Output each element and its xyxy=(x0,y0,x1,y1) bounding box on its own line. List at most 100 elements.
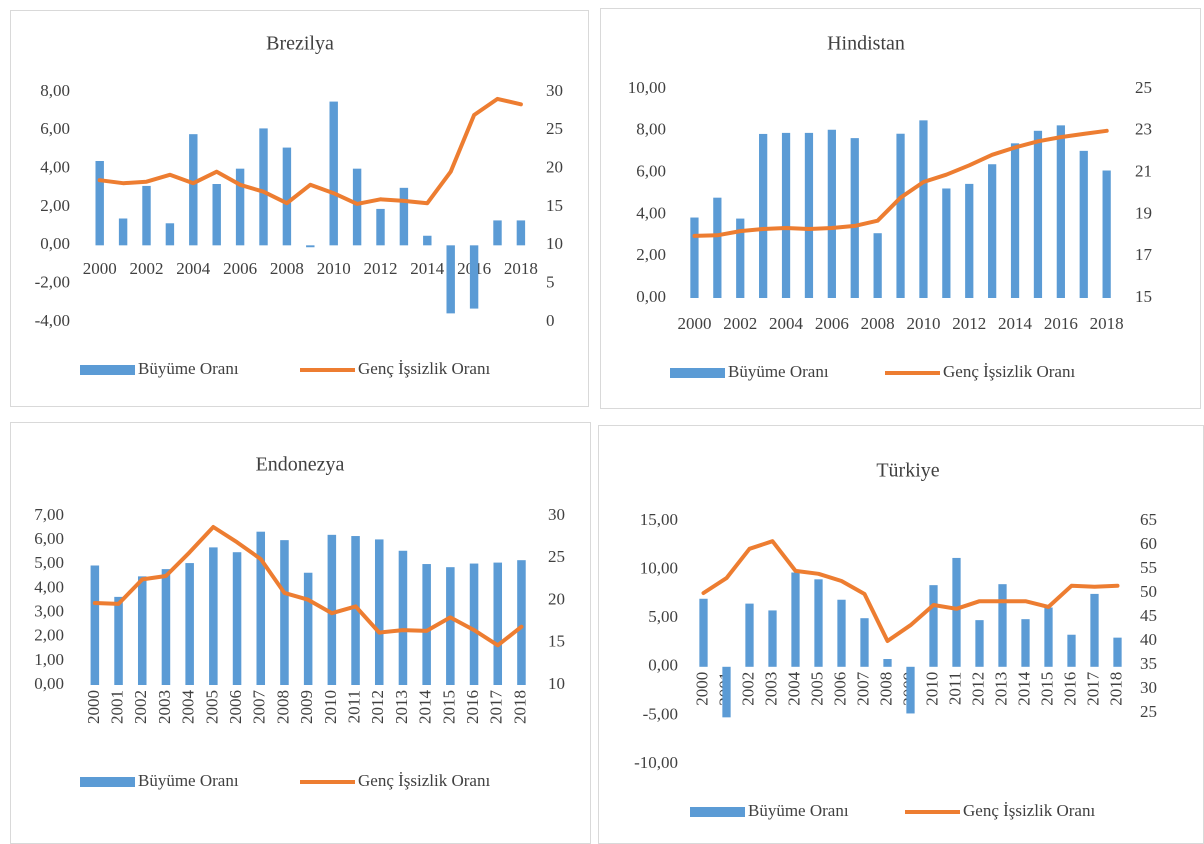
bar xyxy=(118,218,128,246)
y-tick-label: -2,00 xyxy=(35,273,70,292)
y2-tick-label: 55 xyxy=(1140,558,1157,577)
x-tick-label: 2006 xyxy=(226,690,245,724)
y-tick-label: -4,00 xyxy=(35,311,70,330)
x-tick-label: 2004 xyxy=(784,671,803,706)
y2-tick-label: 19 xyxy=(1135,203,1152,222)
bar xyxy=(1033,130,1043,298)
bar xyxy=(713,197,722,298)
x-tick-label: 2014 xyxy=(998,314,1033,333)
line xyxy=(692,128,1109,238)
legend-label: Genç İşsizlik Oranı xyxy=(963,801,1095,820)
bar xyxy=(137,576,147,685)
bar xyxy=(469,563,479,685)
y-tick-label: 10,00 xyxy=(628,78,666,97)
bar xyxy=(327,534,337,685)
bar xyxy=(745,603,754,667)
y2-tick-label: 10 xyxy=(546,234,563,253)
bar xyxy=(212,184,221,246)
legend-swatch xyxy=(80,777,135,787)
y-tick-label: 0,00 xyxy=(34,674,64,693)
y-tick-label: 10,00 xyxy=(640,559,678,578)
bar xyxy=(90,565,100,685)
bar xyxy=(1090,593,1099,667)
x-tick-label: 2012 xyxy=(968,672,987,706)
x-tick-label: 2006 xyxy=(223,259,257,278)
bar xyxy=(422,564,431,685)
x-tick-label: 2017 xyxy=(487,690,506,725)
y-tick-label: 2,00 xyxy=(40,196,70,215)
bar xyxy=(998,584,1007,667)
chart-frame xyxy=(10,10,589,407)
bar xyxy=(873,233,882,298)
y2-tick-label: 40 xyxy=(1140,630,1157,649)
y-tick-label: 5,00 xyxy=(648,607,678,626)
bar xyxy=(988,164,997,298)
x-tick-label: 2014 xyxy=(416,690,435,725)
chart-title: Türkiye xyxy=(876,460,939,482)
x-tick-label: 2018 xyxy=(510,690,529,724)
x-tick-label: 2005 xyxy=(807,672,826,706)
bar xyxy=(919,120,928,298)
bar xyxy=(209,547,218,685)
y-tick-label: 4,00 xyxy=(34,577,64,596)
bar xyxy=(1067,634,1076,667)
bar xyxy=(791,572,800,667)
bar xyxy=(517,560,526,685)
bar xyxy=(722,666,731,718)
y-tick-label: 8,00 xyxy=(636,120,666,139)
y-tick-label: 7,00 xyxy=(34,505,64,524)
y2-tick-label: 10 xyxy=(548,674,565,693)
x-tick-label: 2018 xyxy=(1090,314,1124,333)
x-tick-label: 2018 xyxy=(504,259,538,278)
y2-tick-label: 50 xyxy=(1140,582,1157,601)
y-tick-label: 0,00 xyxy=(636,287,666,306)
bar xyxy=(374,539,384,685)
bar xyxy=(423,235,432,246)
bar xyxy=(376,208,385,246)
y-tick-label: 4,00 xyxy=(636,203,666,222)
y-tick-label: 0,00 xyxy=(648,656,678,675)
bar xyxy=(804,132,814,298)
bar xyxy=(952,557,961,667)
bar xyxy=(1044,607,1053,667)
y-tick-label: 6,00 xyxy=(34,529,64,548)
legend-swatch xyxy=(670,368,725,378)
bar xyxy=(942,188,951,298)
bar xyxy=(256,531,266,685)
y2-tick-label: 15 xyxy=(548,632,565,651)
chart-frame xyxy=(598,425,1204,844)
y2-tick-label: 35 xyxy=(1140,654,1157,673)
y2-tick-label: 17 xyxy=(1135,245,1153,264)
line xyxy=(92,525,524,648)
bar xyxy=(446,245,455,314)
chart-title: Hindistan xyxy=(827,33,905,55)
bar xyxy=(759,133,768,298)
bar xyxy=(699,598,708,667)
x-tick-label: 2003 xyxy=(155,690,174,724)
bar xyxy=(280,540,289,685)
y-tick-label: 0,00 xyxy=(40,234,70,253)
legend-label: Genç İşsizlik Oranı xyxy=(358,359,490,378)
bar xyxy=(446,567,455,685)
x-tick-label: 2002 xyxy=(131,690,150,724)
bar xyxy=(1079,150,1088,298)
y-tick-label: 6,00 xyxy=(636,162,666,181)
y2-tick-label: 15 xyxy=(546,196,563,215)
x-tick-label: 2010 xyxy=(922,672,941,706)
bar xyxy=(781,132,791,298)
bar xyxy=(306,245,315,248)
legend-label: Büyüme Oranı xyxy=(748,801,849,820)
x-tick-label: 2012 xyxy=(368,690,387,724)
y2-tick-label: 60 xyxy=(1140,534,1157,553)
bar xyxy=(398,550,408,685)
y2-tick-label: 20 xyxy=(548,589,565,608)
x-tick-label: 2005 xyxy=(202,690,221,724)
y2-tick-label: 25 xyxy=(1135,78,1152,97)
x-tick-label: 2013 xyxy=(392,690,411,724)
bar xyxy=(975,620,984,667)
y-tick-label: 6,00 xyxy=(40,119,70,138)
y2-tick-label: 30 xyxy=(546,81,563,100)
x-tick-label: 2007 xyxy=(853,671,872,706)
y-tick-label: 15,00 xyxy=(640,510,678,529)
